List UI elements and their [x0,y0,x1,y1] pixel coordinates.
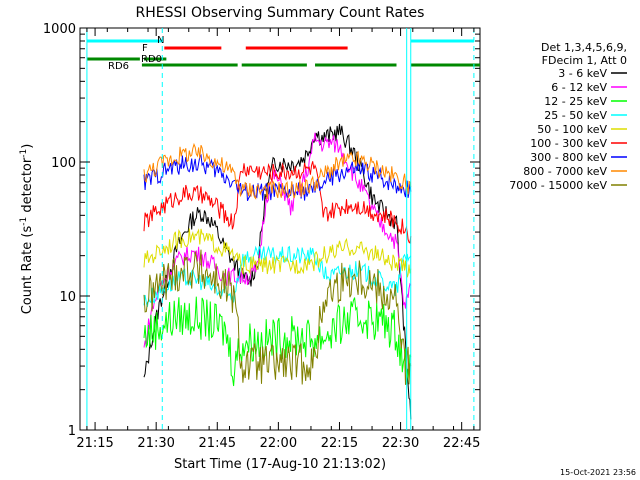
legend-header: Det 1,3,4,5,6,9, [541,41,627,54]
x-tick-label: 22:45 [443,436,480,451]
chart-title: RHESSI Observing Summary Count Rates [136,5,425,21]
flag-bar [315,63,397,67]
flag-bar [241,63,307,67]
y-tick-label: 100 [51,156,76,171]
flag-bar [86,39,163,43]
flag-label: RD6 [108,61,129,72]
y-tick-label: 1000 [43,22,76,37]
series-line [143,161,412,244]
legend-entry-label: 50 - 100 keV [537,123,607,136]
vertical-lines-layer [86,28,475,430]
flag-label: RD0 [141,54,162,65]
y-axis-label: Count Rate (s-1 detector-1) [19,144,35,315]
legend-entry-label: 6 - 12 keV [551,81,607,94]
x-tick-label: 22:00 [260,436,297,451]
x-tick-label: 21:15 [76,436,113,451]
y-tick-label: 10 [59,290,76,305]
x-tick-label: 22:30 [382,436,419,451]
flag-bar [410,63,480,67]
x-tick-label: 21:30 [137,436,174,451]
flag-bar [245,46,348,50]
series-layer [143,123,412,420]
flag-bar [86,57,140,61]
x-axis-label: Start Time (17-Aug-10 21:13:02) [174,457,386,472]
x-tick-label: 21:45 [199,436,236,451]
series-line [143,228,412,278]
legend-entry-label: 25 - 50 keV [544,109,607,122]
y-axis-label-superscript: -1 [19,149,29,158]
flag-bar [410,39,474,43]
flag-bar [164,46,222,50]
series-line [143,132,412,348]
y-axis-label-superscript: -1 [19,217,29,226]
plot-area [79,27,481,431]
legend-header: FDecim 1, Att 0 [542,54,627,67]
y-tick-label: 1 [68,424,76,439]
y-axis-label-part: detector [20,157,35,217]
flag-bar [143,57,167,61]
series-line [143,249,412,385]
legend-entry-label: 300 - 800 keV [530,151,607,164]
flag-label: F [142,43,148,54]
legend-entry-label: 800 - 7000 keV [523,165,607,178]
series-line [143,142,412,200]
series-line [143,123,412,420]
legend-entry-label: 12 - 25 keV [544,95,607,108]
flag-label: N [157,35,164,46]
legend-entry-label: 3 - 6 keV [558,67,607,80]
y-axis-label-part: ) [20,144,35,149]
axes-layer: 21:15 21:30 21:45 22:00 22:15 22:30 22:45 1 10 10… [43,22,480,451]
timestamp: 15-Oct-2021 23:56 [560,468,636,477]
legend: Det 1,3,4,5,6,9,FDecim 1, Att 03 - 6 keV… [509,41,627,192]
flag-bar [141,63,238,67]
legend-entry-label: 100 - 300 keV [530,137,607,150]
series-line [143,296,412,387]
x-tick-label: 22:15 [321,436,358,451]
y-axis-label-part: Count Rate (s [20,226,35,315]
legend-entry-label: 7000 - 15000 keV [509,179,607,192]
